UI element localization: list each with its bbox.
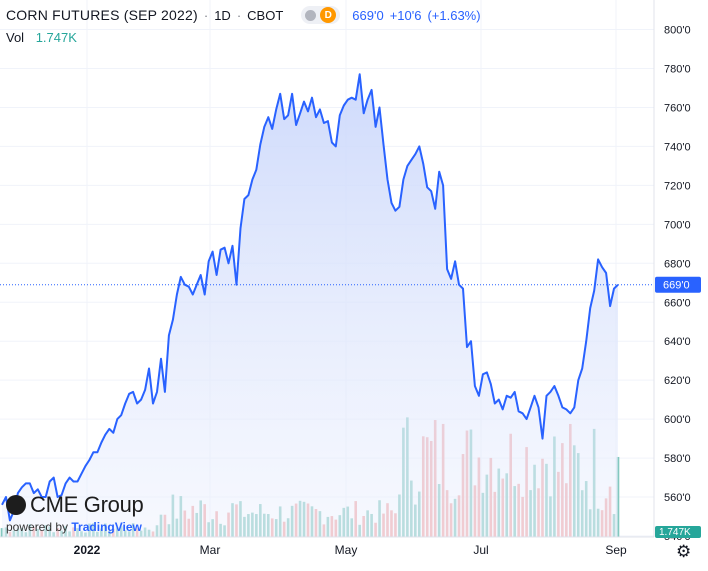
y-tick-label: 700'0 (664, 219, 691, 231)
y-tick-label: 660'0 (664, 297, 691, 309)
volume-label: Vol (6, 30, 25, 45)
y-tick-label: 560'0 (664, 492, 691, 504)
x-tick-label: May (335, 543, 358, 557)
volume-tag-label: 1.747K (659, 527, 691, 538)
powered-by[interactable]: powered by TradingView (6, 520, 143, 534)
x-tick-label: 2022 (74, 543, 101, 557)
delayed-badge-icon[interactable]: D (320, 7, 337, 23)
y-tick-label: 780'0 (664, 64, 691, 76)
y-tick-label: 800'0 (664, 25, 691, 37)
chart-legend: CORN FUTURES (SEP 2022) · 1D · CBOT D 66… (6, 6, 481, 24)
interval-label[interactable]: 1D (214, 7, 231, 23)
volume-value: 1.747K (35, 30, 77, 45)
symbol-title[interactable]: CORN FUTURES (SEP 2022) (6, 7, 198, 23)
y-tick-label: 640'0 (664, 336, 691, 348)
volume-tag (655, 526, 701, 538)
y-tick-label: 680'0 (664, 258, 691, 270)
market-status[interactable]: D (301, 6, 341, 24)
y-tick-label: 720'0 (664, 180, 691, 192)
price-change-percent: (+1.63%) (427, 7, 481, 23)
gear-icon[interactable]: ⚙ (676, 542, 692, 561)
y-tick-label: 740'0 (664, 141, 691, 153)
cme-logo-text: CME Group (30, 492, 144, 517)
legend-separator: · (203, 7, 209, 23)
y-tick-label: 620'0 (664, 375, 691, 387)
volume-legend: Vol 1.747K (6, 30, 77, 45)
x-tick-label: Jul (473, 543, 488, 557)
last-price-tag-label: 669'0 (663, 280, 690, 292)
y-tick-label: 760'0 (664, 102, 691, 114)
powered-by-label: powered by (6, 520, 69, 534)
cme-group-logo: CME Group (6, 492, 144, 518)
price-line[interactable] (1, 73, 619, 522)
legend-separator: · (236, 7, 242, 23)
cme-globe-icon (6, 495, 26, 515)
last-price: 669'0 (352, 7, 384, 23)
price-change: +10'6 (389, 7, 422, 23)
y-tick-label: 600'0 (664, 414, 691, 426)
x-tick-label: Sep (605, 543, 627, 557)
tradingview-link[interactable]: TradingView (71, 520, 142, 534)
y-tick-label: 580'0 (664, 453, 691, 465)
last-price-tag (655, 276, 701, 293)
price-area-fill (2, 74, 618, 538)
x-tick-label: Mar (200, 543, 221, 557)
market-status-icon (305, 9, 317, 21)
cme-logo[interactable]: CME Group powered by TradingView (6, 492, 144, 534)
exchange-label: CBOT (247, 7, 284, 23)
